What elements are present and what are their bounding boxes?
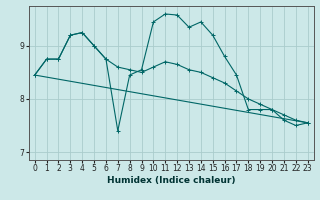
- X-axis label: Humidex (Indice chaleur): Humidex (Indice chaleur): [107, 176, 236, 185]
